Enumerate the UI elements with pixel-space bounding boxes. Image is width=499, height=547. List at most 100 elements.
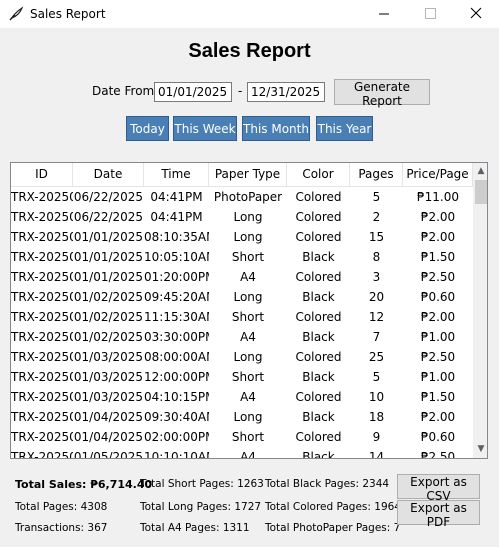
window-title: Sales Report — [30, 7, 106, 21]
table-cell: 20 — [368, 290, 385, 304]
table-cell: Black — [302, 410, 335, 424]
maximize-icon — [425, 8, 436, 19]
table-cell: 01/01/2025 — [73, 250, 144, 264]
vertical-scrollbar[interactable]: ▲ ▼ — [473, 163, 487, 458]
table-cell: TRX-20250 — [11, 390, 73, 404]
table-cell: Black — [302, 250, 335, 264]
table-cell: ₱2.50 — [420, 450, 456, 458]
table-cell: 04:41PM — [150, 210, 203, 224]
total-sales: Total Sales: ₱6,714.40 — [15, 478, 153, 491]
table-cell: ₱11.00 — [417, 190, 459, 204]
table-cell: ₱1.50 — [420, 390, 456, 404]
transactions-table[interactable]: ID Date Time Paper Type Color Pages Price/Page… — [10, 162, 488, 459]
column-header[interactable]: ID — [11, 163, 73, 187]
table-cell: 7 — [372, 330, 381, 344]
table-cell: A4 — [240, 270, 256, 284]
generate-report-button[interactable]: Generate Report — [334, 79, 430, 108]
table-cell: TRX-20250 — [11, 270, 73, 284]
column-header[interactable]: Paper Type — [209, 163, 287, 187]
column-header[interactable]: Pages — [350, 163, 403, 187]
table-cell: Black — [302, 450, 335, 458]
close-button[interactable] — [453, 0, 499, 28]
table-cell: Black — [302, 370, 335, 384]
minimize-button[interactable] — [361, 0, 407, 28]
date-from-input[interactable] — [154, 82, 232, 102]
table-cell: TRX-20250 — [11, 250, 73, 264]
column-header[interactable]: Time — [144, 163, 209, 187]
table-cell: 09:30:40AM — [144, 410, 209, 424]
column-header[interactable]: Color — [287, 163, 350, 187]
table-row[interactable]: TRX-20250 01/03/2025 04:10:15PM A4 Colored 10… — [11, 387, 473, 407]
table-cell: 10:05:10AM — [144, 250, 209, 264]
table-cell: TRX-20250 — [11, 230, 73, 244]
table-cell: ₱0.60 — [420, 430, 456, 444]
this-week-button[interactable]: This Week — [173, 116, 237, 141]
table-cell: A4 — [240, 390, 256, 404]
table-cell: Long — [233, 410, 263, 424]
scroll-up-icon[interactable]: ▲ — [477, 166, 485, 176]
table-row[interactable]: TRX-20250 01/01/2025 01:20:00PM A4 Colored 3 ₱… — [11, 267, 473, 287]
table-cell: 8 — [372, 250, 381, 264]
scroll-down-icon[interactable]: ▼ — [477, 444, 485, 454]
table-cell: Colored — [295, 230, 342, 244]
export-csv-button[interactable]: Export as CSV — [397, 474, 480, 503]
table-cell: TRX-20250 — [11, 190, 73, 204]
table-row[interactable]: TRX-20250 06/22/2025 04:41PM PhotoPaper Colo… — [11, 187, 473, 207]
date-separator: - — [238, 84, 243, 98]
table-cell: Short — [231, 310, 265, 324]
table-cell: TRX-20250 — [11, 370, 73, 384]
table-cell: 01/02/2025 — [73, 290, 144, 304]
table-cell: Colored — [295, 190, 342, 204]
table-cell: 10:10:10AM — [144, 450, 209, 458]
date-to-input[interactable] — [247, 82, 325, 102]
table-cell: 01/01/2025 — [73, 270, 144, 284]
table-cell: Short — [231, 430, 265, 444]
table-cell: 09:45:20AM — [144, 290, 209, 304]
column-header[interactable]: Price/Page — [403, 163, 473, 187]
table-cell: Colored — [295, 210, 342, 224]
table-cell: Colored — [295, 430, 342, 444]
column-header[interactable]: Date — [73, 163, 144, 187]
table-cell: TRX-20250 — [11, 310, 73, 324]
table-cell: 9 — [372, 430, 381, 444]
table-cell: Colored — [295, 390, 342, 404]
table-cell: TRX-20250 — [11, 210, 73, 224]
today-button[interactable]: Today — [126, 116, 169, 141]
table-cell: 04:10:15PM — [144, 390, 209, 404]
table-cell: 01:20:00PM — [144, 270, 209, 284]
close-icon — [470, 7, 482, 19]
export-pdf-button[interactable]: Export as PDF — [397, 500, 480, 529]
scroll-thumb[interactable] — [475, 180, 487, 204]
table-cell: 01/03/2025 — [73, 370, 144, 384]
total-black-pages: Total Black Pages: 2344 — [265, 478, 390, 490]
table-cell: 12 — [368, 310, 385, 324]
table-row[interactable]: TRX-20250 01/02/2025 03:30:00PM A4 Black 7 ₱1.… — [11, 327, 473, 347]
table-cell: 2 — [372, 210, 381, 224]
this-month-button[interactable]: This Month — [242, 116, 310, 141]
table-cell: Long — [233, 230, 263, 244]
table-row[interactable]: TRX-20250 01/04/2025 02:00:00PM Short Colore… — [11, 427, 473, 447]
table-row[interactable]: TRX-20250 06/22/2025 04:41PM Long Colored 2 ₱2… — [11, 207, 473, 227]
table-cell: 11:15:30AM — [144, 310, 209, 324]
table-cell: 02:00:00PM — [144, 430, 209, 444]
table-cell: 12:00:00PM — [144, 370, 209, 384]
total-short-pages: Total Short Pages: 1263 — [140, 478, 264, 490]
table-cell: PhotoPaper — [213, 190, 283, 204]
table-cell: 5 — [372, 190, 381, 204]
table-row[interactable]: TRX-20250 01/03/2025 12:00:00PM Short Black 5… — [11, 367, 473, 387]
maximize-button[interactable] — [407, 0, 453, 28]
table-cell: 01/04/2025 — [73, 430, 144, 444]
table-cell: 01/02/2025 — [73, 330, 144, 344]
this-year-button[interactable]: This Year — [316, 116, 373, 141]
table-cell: Long — [233, 290, 263, 304]
table-cell: ₱2.50 — [420, 350, 456, 364]
table-cell: ₱1.00 — [420, 370, 456, 384]
table-cell: 10 — [368, 390, 385, 404]
